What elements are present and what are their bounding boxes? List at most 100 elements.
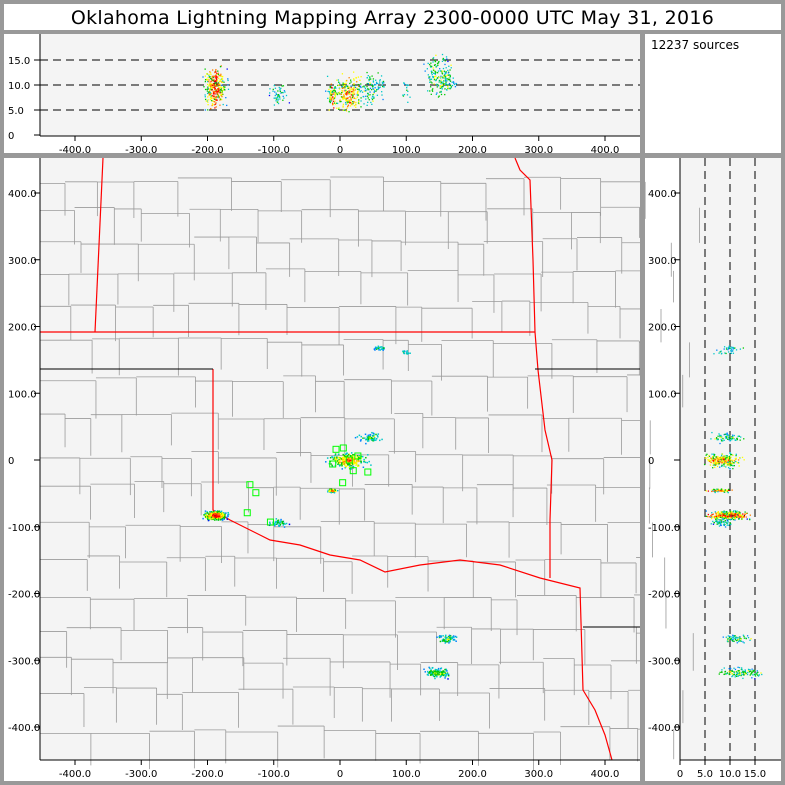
source-point-plan (447, 678, 449, 680)
source-point-plan (351, 463, 354, 465)
source-point-plan (430, 672, 432, 675)
source-point-alt-y (726, 438, 729, 440)
tick-label: 5.0 (8, 106, 24, 117)
source-point-alt-x (443, 75, 445, 78)
source-point-alt-y (741, 673, 743, 676)
source-point-alt-y (733, 667, 735, 669)
source-point-alt-x (346, 91, 349, 93)
source-point-alt-x (452, 81, 455, 83)
source-point-alt-y (750, 673, 753, 675)
tick-label: -400.0 (648, 723, 680, 734)
source-point-plan (374, 349, 376, 351)
source-point-alt-y (726, 513, 728, 516)
source-point-alt-x (349, 88, 351, 90)
source-point-plan (406, 350, 408, 352)
source-point-alt-y (725, 466, 727, 468)
source-point-alt-x (215, 97, 217, 99)
source-point-alt-x (215, 74, 217, 76)
source-point-alt-x (370, 88, 373, 91)
source-point-alt-x (372, 100, 374, 102)
source-point-alt-x (369, 76, 371, 78)
source-point-alt-x (269, 88, 271, 90)
source-point-plan (334, 457, 337, 459)
source-point-alt-x (349, 96, 351, 98)
source-point-plan (369, 437, 371, 439)
source-point-alt-x (435, 79, 437, 81)
source-point-plan (446, 670, 448, 672)
source-point-alt-y (725, 515, 727, 517)
source-point-plan (449, 635, 452, 637)
source-point-alt-y (758, 674, 761, 676)
source-point-alt-y (716, 437, 718, 440)
source-point-alt-x (204, 94, 206, 96)
source-point-alt-y (724, 519, 726, 522)
source-point-alt-y (743, 514, 746, 517)
source-point-alt-x (447, 78, 450, 81)
source-point-alt-y (707, 490, 710, 492)
source-point-alt-y (710, 517, 713, 520)
source-point-alt-x (428, 63, 431, 66)
source-point-alt-y (714, 464, 717, 466)
source-point-alt-x (372, 85, 374, 87)
source-point-alt-y (757, 675, 760, 677)
source-point-alt-x (219, 99, 221, 101)
source-point-alt-y (728, 462, 730, 464)
source-point-alt-y (734, 519, 736, 521)
source-point-alt-x (356, 87, 358, 89)
source-point-alt-x (406, 87, 408, 89)
source-point-alt-x (207, 83, 209, 86)
source-point-alt-y (718, 513, 720, 516)
source-point-alt-x (328, 88, 330, 91)
source-point-alt-x (334, 96, 337, 98)
source-point-plan (444, 671, 446, 673)
source-point-alt-y (730, 456, 732, 458)
source-point-alt-x (274, 94, 276, 97)
source-point-plan (219, 511, 222, 513)
source-point-plan (375, 437, 378, 440)
source-point-alt-y (737, 639, 740, 641)
source-point-alt-y (742, 641, 744, 643)
source-point-alt-y (729, 439, 732, 442)
source-point-alt-y (741, 516, 744, 518)
source-point-plan (439, 676, 442, 678)
source-point-plan (350, 460, 353, 462)
source-point-alt-x (434, 59, 436, 62)
source-point-plan (449, 638, 452, 640)
source-point-alt-x (222, 103, 224, 106)
source-point-alt-x (358, 85, 360, 87)
source-point-alt-x (216, 78, 218, 80)
source-point-alt-x (434, 60, 437, 63)
source-point-alt-y (742, 516, 745, 519)
source-point-plan (451, 637, 454, 640)
source-point-alt-y (745, 516, 747, 518)
source-point-plan (223, 516, 225, 519)
source-point-alt-x (204, 79, 207, 81)
source-point-alt-y (712, 459, 715, 461)
source-point-alt-y (724, 460, 727, 462)
source-point-plan (355, 462, 357, 464)
source-point-alt-x (429, 76, 431, 78)
source-point-alt-y (707, 456, 709, 459)
source-point-alt-x (428, 76, 430, 78)
source-point-plan (332, 458, 335, 460)
source-point-plan (355, 454, 357, 457)
source-point-plan (434, 669, 437, 672)
source-point-alt-y (719, 516, 722, 519)
source-point-alt-x (361, 91, 364, 93)
source-point-alt-x (344, 92, 347, 95)
source-point-plan (366, 461, 369, 464)
source-point-alt-x (338, 107, 340, 109)
source-point-alt-y (739, 637, 741, 640)
source-point-alt-y (708, 459, 710, 461)
source-point-plan (202, 517, 204, 520)
source-point-alt-x (366, 95, 369, 97)
source-point-alt-y (726, 461, 728, 464)
source-point-alt-x (434, 70, 436, 73)
source-point-alt-x (214, 74, 216, 77)
source-point-alt-x (346, 92, 348, 94)
source-point-plan (432, 673, 435, 675)
source-point-alt-x (204, 75, 207, 77)
source-point-alt-x (213, 97, 215, 99)
source-point-alt-x (341, 87, 344, 90)
source-point-alt-x (327, 90, 329, 93)
